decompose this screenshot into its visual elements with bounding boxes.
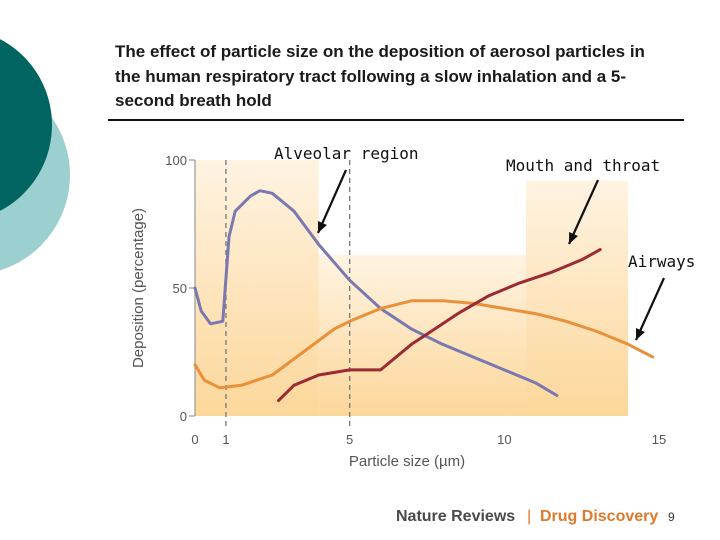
x-axis-label: Particle size (µm) bbox=[349, 453, 465, 470]
annotation-arrowhead-2 bbox=[636, 328, 645, 340]
x-tick-label-1: 1 bbox=[222, 432, 229, 447]
annotation-arrow-2 bbox=[634, 277, 666, 341]
x-tick-label-4: 15 bbox=[652, 432, 666, 447]
annotation-alveolar-region: Alveolar region bbox=[274, 144, 419, 163]
annotation-arrow-0 bbox=[316, 169, 348, 234]
y-tick-label-2: 100 bbox=[165, 153, 187, 168]
credit-section: Drug Discovery bbox=[540, 508, 659, 525]
x-tick-label-0: 0 bbox=[191, 432, 198, 447]
series-line-0 bbox=[193, 189, 559, 397]
region-band-2 bbox=[525, 180, 629, 416]
y-axis-label: Deposition (percentage) bbox=[130, 208, 147, 368]
annotation-arrowhead-0 bbox=[317, 221, 327, 233]
page-number: 9 bbox=[668, 510, 675, 524]
credit-separator: | bbox=[527, 508, 532, 525]
region-band-0 bbox=[195, 160, 319, 416]
annotation-mouth-and-throat: Mouth and throat bbox=[506, 156, 661, 175]
credit-journal: Nature Reviews bbox=[396, 508, 516, 525]
annotation-arrow-1 bbox=[567, 179, 600, 245]
y-tick-label-1: 50 bbox=[173, 281, 187, 296]
title-divider bbox=[108, 119, 684, 121]
annotation-arrowhead-1 bbox=[569, 232, 578, 244]
x-tick-label-3: 10 bbox=[497, 432, 511, 447]
decorative-circle-dark bbox=[0, 39, 52, 211]
series-line-2 bbox=[277, 248, 602, 403]
slide-title: The effect of particle size on the depos… bbox=[115, 42, 645, 110]
x-tick-label-2: 5 bbox=[346, 432, 353, 447]
annotation-airways: Airways bbox=[628, 252, 696, 271]
series-line-1 bbox=[193, 299, 655, 390]
y-tick-label-0: 0 bbox=[180, 409, 187, 424]
